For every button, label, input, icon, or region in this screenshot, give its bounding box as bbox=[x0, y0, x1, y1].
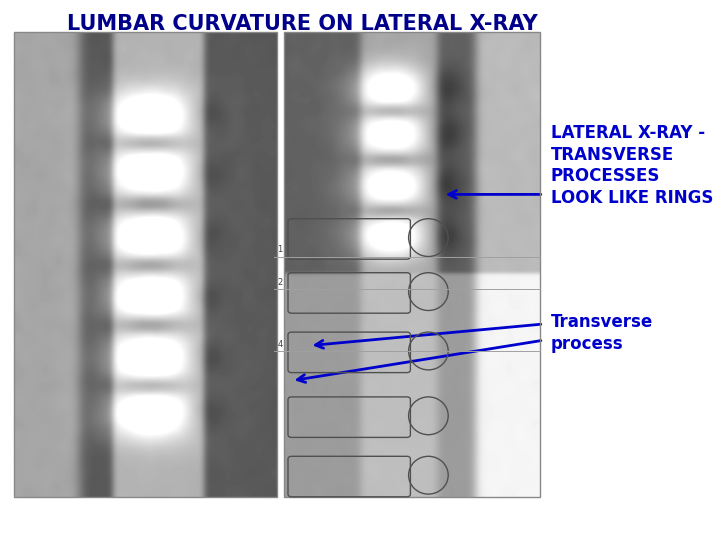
Text: LUMBAR CURVATURE ON LATERAL X-RAY: LUMBAR CURVATURE ON LATERAL X-RAY bbox=[67, 14, 538, 35]
Text: 1: 1 bbox=[277, 245, 282, 254]
Text: 4: 4 bbox=[277, 340, 282, 349]
Text: LATERAL X-RAY -
TRANSVERSE
PROCESSES
LOOK LIKE RINGS: LATERAL X-RAY - TRANSVERSE PROCESSES LOO… bbox=[551, 124, 714, 207]
Text: 2: 2 bbox=[277, 278, 282, 287]
Bar bbox=[14, 32, 277, 497]
Text: Transverse
process: Transverse process bbox=[551, 313, 653, 353]
Bar bbox=[284, 32, 540, 497]
